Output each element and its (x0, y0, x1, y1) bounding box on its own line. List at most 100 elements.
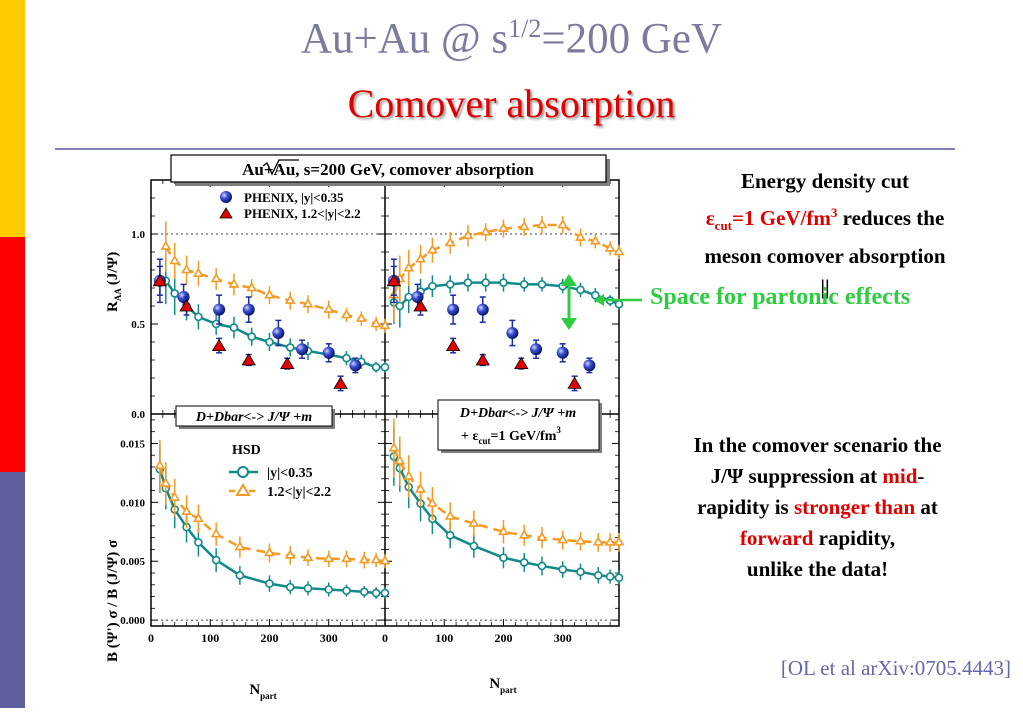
data-point (518, 529, 530, 539)
data-point (193, 512, 204, 523)
data-point (211, 338, 227, 351)
data-point (210, 272, 222, 283)
series-red-triangle (152, 265, 348, 392)
ylabel-top: RAA(J/Ψ) (105, 252, 123, 312)
data-point (403, 262, 415, 272)
data-point (519, 558, 529, 567)
y-tick-label: 0.005 (120, 556, 145, 568)
data-point (576, 567, 585, 577)
slide-title: Au+Au @ s1/2=200 GeV (300, 14, 723, 63)
energy-cut-note: Energy density cut εcut=1 GeV/fm3 reduce… (645, 166, 1005, 303)
data-point (169, 254, 181, 265)
data-point (179, 299, 194, 312)
comover-note: In the comover scenario the J/Ψ suppress… (650, 430, 985, 585)
data-point (194, 538, 203, 547)
phenix-legend: PHENIX, |y|<0.35 PHENIX, 1.2<|y|<2.2 (219, 190, 361, 221)
data-point (371, 362, 381, 372)
legend-fwd-marker (235, 483, 251, 496)
data-point (415, 483, 426, 493)
data-point (558, 565, 568, 574)
data-point (604, 536, 616, 546)
data-point (558, 281, 568, 291)
data-point (462, 229, 474, 240)
data-point (613, 536, 625, 546)
figure: 0.0 0.5 1.0 0.000 0.005 0.010 0.015 0 100 200 300 0… (95, 152, 625, 713)
data-point (463, 278, 473, 287)
series-line (392, 223, 620, 296)
data-point (235, 571, 245, 580)
data-point (181, 505, 192, 516)
data-point (264, 546, 275, 557)
data-point (359, 587, 369, 597)
data-point (447, 303, 460, 316)
chart-svg: 0.0 0.5 1.0 0.000 0.005 0.010 0.015 0 100 200 300 0… (105, 154, 625, 701)
data-point (355, 312, 367, 322)
data-point (371, 588, 381, 598)
data-point (284, 549, 296, 559)
data-point (499, 553, 508, 562)
data-point (386, 274, 402, 287)
data-point (265, 337, 274, 347)
data-point (241, 353, 256, 366)
data-point (265, 579, 274, 588)
data-point (228, 278, 240, 288)
data-point (370, 553, 382, 564)
series-blue-ball (387, 258, 596, 374)
data-point (358, 553, 370, 564)
title-divider (55, 148, 955, 150)
data-point (604, 242, 616, 252)
data-point (445, 531, 455, 540)
stripe-yellow (0, 0, 25, 237)
data-point (296, 343, 309, 356)
legend-mid-marker (237, 466, 249, 478)
data-point (379, 319, 391, 330)
data-point (193, 267, 204, 277)
box-right-bottom-line2: + εcut=1 GeV/fm3 (461, 425, 561, 446)
data-point (468, 517, 480, 527)
data-point (518, 220, 530, 231)
series-dashed-triangle (388, 418, 625, 552)
data-point (213, 303, 226, 316)
data-point (160, 477, 172, 487)
y-tick-label: 1.0 (131, 229, 145, 241)
data-point (152, 274, 168, 287)
data-point (593, 571, 603, 580)
box-left-bottom-text: D+Dbar<-> J/Ψ +m (195, 410, 312, 425)
comover-note-line4: forward rapidity, (739, 526, 896, 550)
data-point (247, 332, 257, 341)
citation: [OL et al arXiv:0705.4443] (780, 656, 1011, 680)
data-point (444, 510, 456, 520)
data-point (415, 253, 426, 263)
box-left-bottom: D+Dbar<-> J/Ψ +m (175, 405, 335, 429)
slide-subtitle: Comover absorption (347, 81, 676, 126)
comover-note-line1: In the comover scenario the (693, 433, 942, 457)
data-point (302, 551, 314, 561)
comover-note-line2: J/Ψ suppression at mid- (710, 464, 925, 488)
data-point (575, 535, 586, 545)
stripe-blue (0, 472, 25, 708)
legend-phenix-fwd: PHENIX, 1.2<|y|<2.2 (244, 206, 361, 221)
data-point (234, 540, 246, 551)
data-point (380, 588, 390, 598)
x-tick-label: 200 (494, 631, 512, 645)
data-point (229, 323, 239, 332)
x-tick-label: 200 (260, 631, 278, 645)
data-point (480, 226, 492, 236)
data-point (303, 584, 313, 593)
data-point (557, 533, 569, 544)
legend-mid: |y|<0.35 (267, 466, 313, 481)
header-box-text: Au+Au, s=200 GeV, comover absorption (242, 160, 534, 179)
data-point (169, 491, 181, 501)
xlabel-right: Npart (489, 676, 516, 695)
data-point (575, 231, 586, 241)
data-point (322, 346, 335, 359)
series-dashed-triangle (154, 439, 391, 569)
data-point (413, 299, 428, 312)
stripe-red (0, 237, 25, 472)
data-point (388, 442, 400, 452)
series-dashed-triangle (160, 221, 391, 333)
data-point (614, 299, 624, 309)
data-point (557, 218, 569, 229)
data-point (380, 362, 390, 372)
data-point (498, 222, 509, 232)
